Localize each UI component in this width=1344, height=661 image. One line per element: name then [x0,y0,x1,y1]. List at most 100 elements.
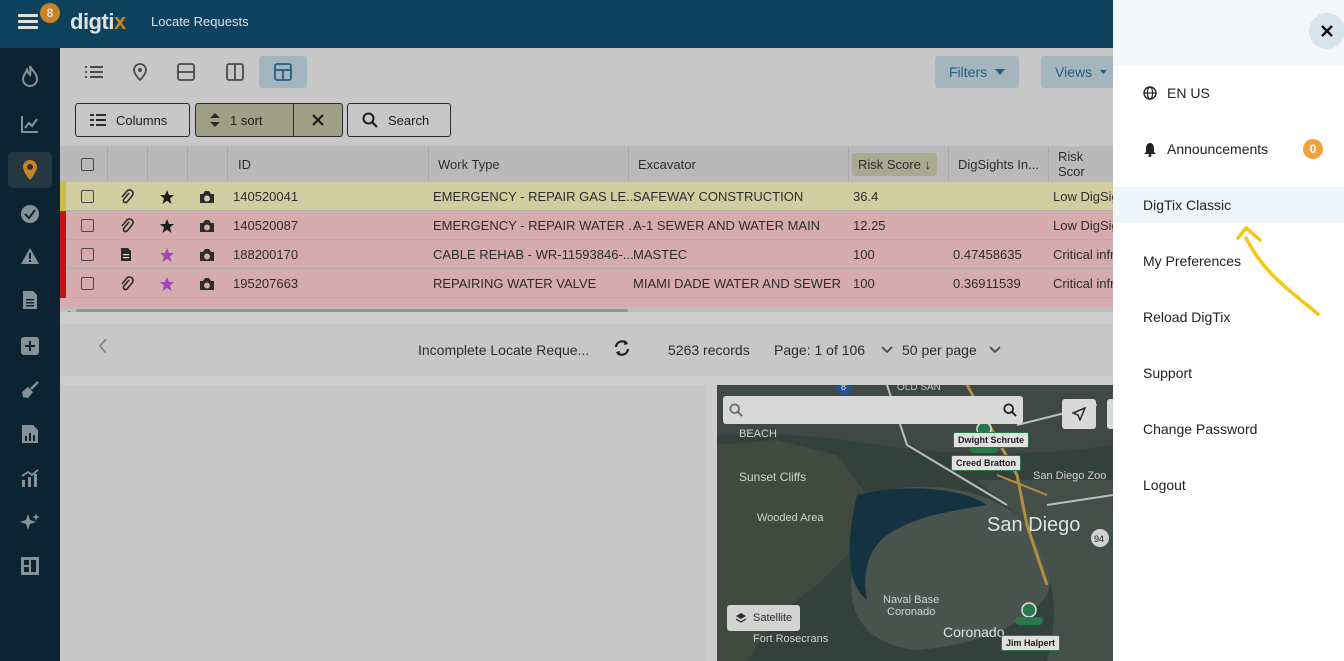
table-row[interactable]: 140520041 EMERGENCY - REPAIR GAS LE... SAF… [60,182,1113,211]
split-vertical-icon[interactable] [211,56,259,88]
satellite-label: Satellite [753,612,793,624]
user-marker[interactable] [1015,602,1043,625]
map-label-beach: BEACH [739,428,777,440]
user-menu-drawer: EN US Announcements 0 DigTix Classic My … [1113,0,1344,661]
camera-icon[interactable] [199,211,215,240]
plus-box-icon[interactable] [8,328,52,364]
chevron-down-icon [989,346,1001,354]
row-checkbox[interactable] [81,269,94,298]
select-all-checkbox[interactable] [81,146,94,182]
document-icon[interactable] [8,282,52,318]
layout-grid-icon[interactable] [8,548,52,584]
my-preferences-menu-item[interactable]: My Preferences [1113,243,1344,279]
marker-label-creed-bratton[interactable]: Creed Bratton [951,455,1022,471]
camera-icon[interactable] [199,240,215,269]
camera-icon[interactable] [199,182,215,211]
col-header-risk-score[interactable]: Risk Score ↓ [852,146,937,182]
satellite-toggle-button[interactable]: Satellite [727,605,801,631]
map-pin-icon[interactable] [8,152,52,188]
search-icon[interactable] [1003,403,1017,417]
columns-button[interactable]: Columns [75,103,190,137]
star-icon[interactable] [159,211,175,240]
check-circle-icon[interactable] [8,196,52,232]
table-row[interactable]: 140520087 EMERGENCY - REPAIR WATER ... A-1… [60,211,1113,240]
logout-menu-item[interactable]: Logout [1113,467,1344,503]
map-view-icon[interactable] [116,56,164,88]
hamburger-menu-icon[interactable] [18,11,42,35]
sort-label: 1 sort [230,112,263,128]
star-icon[interactable] [159,182,175,211]
list-view-icon[interactable] [70,56,118,88]
marker-label-jim-halpert[interactable]: Jim Halpert [1001,635,1061,651]
digtix-classic-menu-item[interactable]: DigTix Classic [1113,187,1344,223]
row-checkbox[interactable] [81,211,94,240]
cell-id: 140520041 [233,189,299,204]
clear-sort-button[interactable] [294,104,342,136]
announcements-menu-item[interactable]: Announcements 0 [1113,131,1344,167]
row-checkbox[interactable] [81,182,94,211]
main-content: Filters Views Columns 1 sort [60,48,1121,661]
col-header-risk-score-text[interactable]: Risk Scor [1058,149,1085,179]
camera-icon[interactable] [199,269,215,298]
refresh-icon[interactable] [613,339,631,357]
language-menu-item[interactable]: EN US [1113,75,1344,111]
col-header-id[interactable]: ID [238,156,251,172]
page-select[interactable]: Page: 1 of 106 [774,342,893,358]
per-page-select[interactable]: 50 per page [902,342,1001,358]
my-preferences-label: My Preferences [1143,253,1242,269]
col-header-excavator[interactable]: Excavator [638,156,696,172]
map-search-bar[interactable] [723,396,1023,424]
shovel-icon[interactable] [8,372,52,408]
paperclip-icon[interactable] [120,269,134,298]
scroll-left-icon[interactable]: ◀ [64,309,70,312]
close-icon [312,114,324,126]
scroll-thumb[interactable] [76,309,628,312]
table-row[interactable]: 195207663 REPAIRING WATER VALVE MIAMI DADE… [60,269,1113,298]
cell-work-type: EMERGENCY - REPAIR GAS LE... [433,189,637,204]
star-icon[interactable] [159,240,175,269]
reload-digtix-menu-item[interactable]: Reload DigTix [1113,299,1344,335]
sparkle-icon[interactable] [8,504,52,540]
views-dropdown[interactable]: Views [1041,56,1121,88]
pagination-bar: Incomplete Locate Reque... 5263 records … [60,324,1113,376]
warning-icon[interactable] [8,238,52,274]
cell-risk-text: Low DigSig [1053,218,1113,233]
paperclip-icon[interactable] [120,211,134,240]
change-password-menu-item[interactable]: Change Password [1113,411,1344,447]
cell-risk-text: Critical infr [1053,247,1113,262]
star-icon[interactable] [159,269,175,298]
support-menu-item[interactable]: Support [1113,355,1344,391]
analytics-icon[interactable] [8,460,52,496]
filters-label: Filters [949,64,988,80]
sort-button[interactable]: 1 sort [196,104,293,136]
split-horizontal-icon[interactable] [162,56,210,88]
change-password-label: Change Password [1143,421,1258,437]
horizontal-scrollbar[interactable]: ◀ [60,307,1113,312]
col-header-digsights[interactable]: DigSights In... [958,156,1039,172]
map-search-input[interactable] [749,402,979,418]
combined-layout-icon[interactable] [259,56,307,88]
search-icon [729,403,743,417]
document-icon[interactable] [120,240,132,269]
cell-excavator: MIAMI DADE WATER AND SEWER [633,276,842,291]
marker-label-dwight-schrute[interactable]: Dwight Schrute [953,432,1030,448]
table-row[interactable]: 188200170 CABLE REHAB - WR-11593846-... MA… [60,240,1113,269]
prev-page-icon[interactable] [98,338,108,354]
close-drawer-button[interactable] [1309,13,1344,49]
locate-me-button[interactable] [1062,399,1096,429]
paperclip-icon[interactable] [120,182,134,211]
col-header-work-type[interactable]: Work Type [438,156,500,172]
map-panel[interactable]: BEACH Sunset Cliffs Wooded Area San Dieg… [717,385,1113,661]
search-button[interactable]: Search [347,103,451,137]
notification-badge: 8 [40,3,60,23]
logout-label: Logout [1143,477,1186,493]
cell-excavator: SAFEWAY CONSTRUCTION [633,189,804,204]
map-label-coronado-small: Coronado [887,606,935,618]
trend-chart-icon[interactable] [8,106,52,142]
filters-dropdown[interactable]: Filters [935,56,1020,88]
row-checkbox[interactable] [81,240,94,269]
bar-report-icon[interactable] [8,416,52,452]
drawer-header [1113,0,1344,66]
map-control-edge[interactable] [1107,399,1113,429]
fire-icon[interactable] [8,58,52,94]
